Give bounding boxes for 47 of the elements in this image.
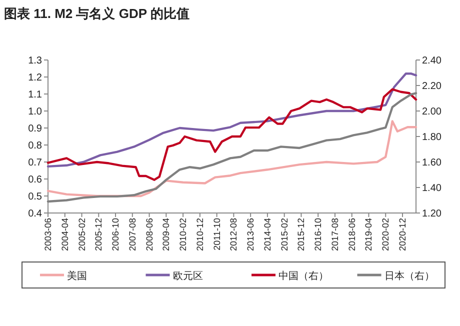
y-tick-label: 1.0 [28,106,42,118]
line-series [46,88,418,181]
x-tick-label: 2006-10 [110,218,121,252]
y-tick-label: 0.9 [28,124,42,134]
legend-label: 美国 [67,270,87,282]
y2-tick-label: 2.00 [422,106,442,118]
x-tick-label: 2015-02 [279,218,290,252]
y2-tick-label: 1.60 [422,158,442,168]
x-tick-label: 2018-06 [346,218,357,252]
x-tick-label: 2016-10 [313,218,324,252]
x-tick-label: 2011-10 [212,218,222,250]
y-tick-label: 0.5 [28,192,42,202]
y-tick-label: 1.1 [28,90,42,100]
x-tick-label: 2010-12 [194,218,205,252]
x-tick-label: 2014-04 [262,218,272,252]
y-tick-label: 0.8 [28,140,42,152]
y2-tick-label: 1.20 [422,208,442,220]
x-tick-label: 2010-02 [178,218,188,252]
y-tick-label: 0.6 [28,174,42,186]
y2-tick-label: 1.80 [422,132,442,143]
x-tick-label: 2019-04 [364,218,374,252]
chart-title: 图表 11. M2 与名义 GDP 的比值 [4,6,190,21]
x-tick-label: 2004-04 [60,218,70,252]
x-tick-label: 2008-06 [144,218,154,252]
legend-label: 欧元区 [172,271,203,282]
y2-tick-label: 1.40 [422,183,442,194]
line-series [46,120,418,198]
y2-tick-label: 2.40 [422,56,442,66]
legend-label: 中国（右） [278,270,328,282]
y-tick-label: 1.3 [28,56,42,66]
x-tick-label: 2003-06 [43,218,53,252]
y2-tick-label: 2.20 [422,81,442,92]
x-tick-label: 2020-02 [380,218,391,252]
legend-label: 日本（右） [384,270,434,282]
x-tick-label: 2007-08 [127,218,138,252]
x-tick-label: 2020-12 [397,218,408,252]
x-tick-label: 2017-08 [330,218,340,252]
x-tick-label: 2005-02 [76,218,87,252]
y-tick-label: 0.4 [28,208,42,220]
x-tick-label: 2013-06 [246,218,256,252]
line-series [46,72,418,168]
x-tick-label: 2005-12 [94,218,104,252]
y-tick-label: 0.7 [28,158,42,168]
y-tick-label: 1.2 [28,72,42,84]
x-tick-label: 2012-08 [228,218,239,252]
x-tick-label: 2009-04 [161,218,172,252]
x-tick-label: 2015-12 [296,218,306,252]
